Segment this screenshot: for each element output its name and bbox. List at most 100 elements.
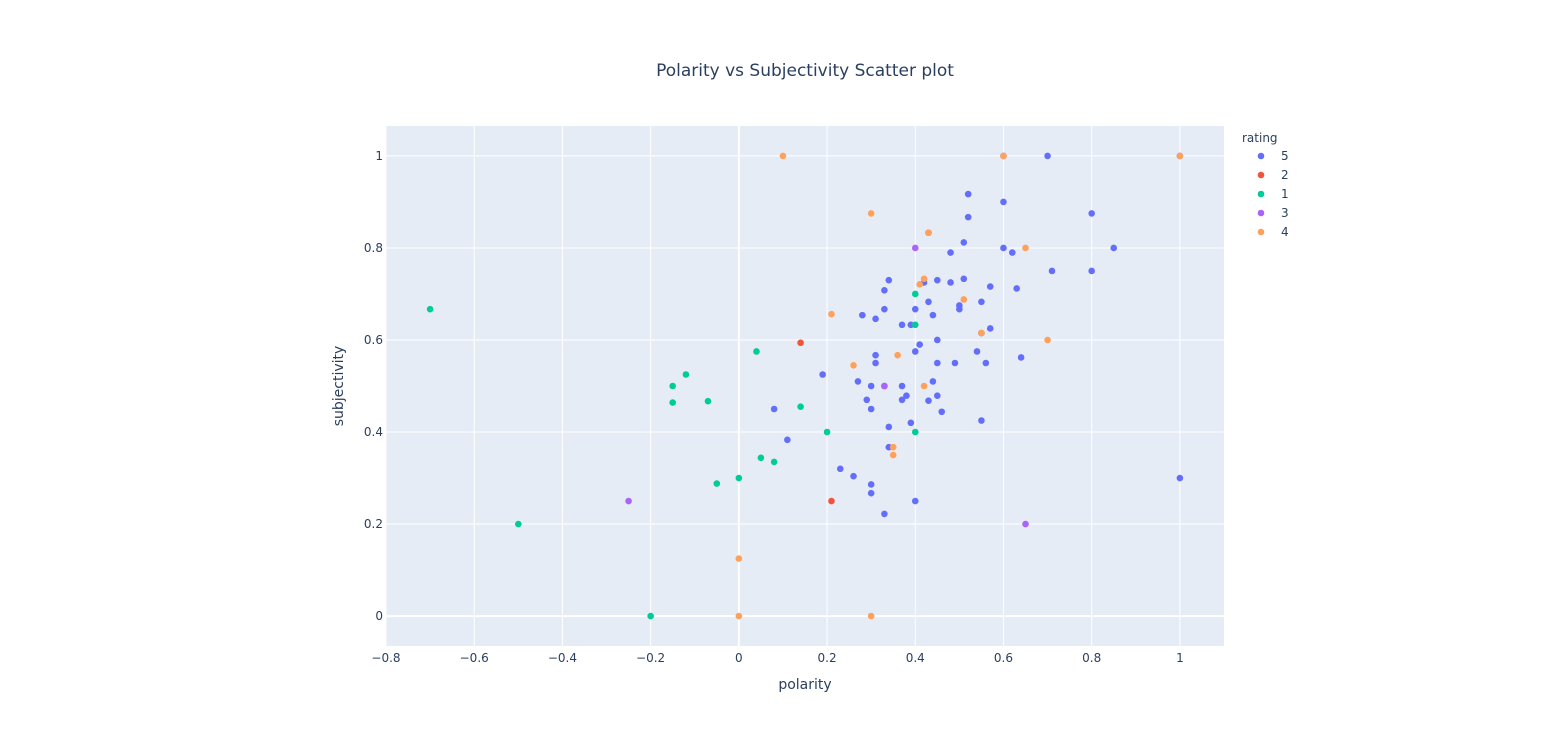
x-axis-label: polarity [778,677,831,693]
data-point-rating-1 [426,305,434,313]
data-point-rating-4 [960,296,968,303]
data-point-rating-1 [911,321,919,329]
data-point-rating-4 [920,382,928,390]
data-point-rating-5 [863,396,871,404]
data-point-rating-5 [867,382,875,390]
y-tick-label: 1 [375,149,383,163]
data-point-rating-5 [947,249,954,256]
legend-item-1[interactable]: 1 [1257,187,1289,201]
data-point-rating-5 [934,359,941,367]
data-point-rating-5 [934,336,941,344]
data-point-rating-4 [894,351,901,359]
data-point-rating-4 [828,310,835,318]
data-point-rating-5 [978,417,985,424]
legend-label: 2 [1281,168,1289,182]
data-point-rating-4 [889,443,897,451]
legend-title: rating [1242,131,1278,145]
y-axis-ticks: 0 0.2 0.4 0.6 0.8 1 [364,149,383,623]
data-point-rating-5 [784,436,791,444]
data-point-rating-5 [885,276,893,284]
legend-marker-icon [1257,209,1265,217]
data-point-rating-1 [757,454,765,462]
data-point-rating-4 [735,555,743,562]
data-point-rating-5 [929,311,937,319]
data-point-rating-4 [1176,152,1184,160]
x-tick-label: −0.8 [371,651,400,665]
data-point-rating-5 [911,305,919,313]
data-point-rating-1 [515,520,522,528]
data-point-rating-5 [819,371,826,378]
data-point-rating-5 [960,275,968,283]
x-tick-label: 0.8 [1082,651,1101,665]
legend-item-4[interactable]: 4 [1257,225,1289,239]
data-point-rating-5 [885,423,893,431]
x-tick-label: 1 [1176,651,1184,665]
data-point-rating-1 [647,612,654,620]
data-point-rating-5 [978,298,985,306]
data-point-rating-5 [1110,244,1118,252]
data-point-rating-5 [881,510,888,518]
data-point-rating-5 [925,298,932,306]
data-point-rating-5 [867,489,875,497]
data-point-rating-5 [1017,354,1025,361]
data-point-rating-5 [872,315,879,323]
data-point-rating-5 [938,408,946,416]
y-tick-label: 0 [375,609,383,623]
data-point-rating-1 [735,474,743,482]
data-point-rating-4 [779,152,787,160]
data-point-rating-1 [669,399,676,406]
data-point-rating-5 [872,359,879,367]
x-tick-label: 0.4 [906,651,925,665]
x-tick-label: −0.2 [636,651,665,665]
data-point-rating-4 [889,451,897,459]
data-point-rating-4 [1044,336,1051,344]
legend-label: 5 [1281,149,1289,163]
data-point-rating-5 [1000,244,1007,252]
data-point-rating-5 [1088,267,1095,275]
data-point-rating-1 [797,403,804,411]
data-point-rating-3 [881,382,888,390]
legend-item-2[interactable]: 2 [1257,168,1289,182]
data-point-rating-4 [1000,152,1007,160]
data-point-rating-5 [973,348,981,355]
legend: rating 5 2 1 3 4 [1242,131,1289,239]
data-point-rating-5 [903,392,910,399]
y-tick-label: 0.4 [364,425,383,439]
data-point-rating-2 [828,497,835,505]
legend-item-5[interactable]: 5 [1257,149,1289,163]
data-points [426,152,1184,620]
grid [385,126,1224,646]
legend-item-3[interactable]: 3 [1257,206,1289,220]
data-point-rating-1 [770,458,778,466]
data-point-rating-5 [898,382,906,390]
data-point-rating-4 [735,612,743,620]
data-point-rating-5 [1044,152,1051,160]
data-point-rating-4 [1022,244,1029,252]
data-point-rating-5 [934,392,941,399]
legend-label: 1 [1281,187,1289,201]
y-tick-label: 0.6 [364,333,383,347]
legend-marker-icon [1257,171,1265,179]
legend-marker-icon [1257,190,1265,198]
x-tick-label: −0.6 [460,651,489,665]
data-point-rating-1 [682,371,690,378]
data-point-rating-3 [911,244,919,252]
data-point-rating-1 [713,480,721,487]
data-point-rating-4 [925,229,932,237]
data-point-rating-5 [960,239,968,246]
data-point-rating-4 [850,361,857,369]
data-point-rating-5 [911,348,919,355]
data-point-rating-5 [867,481,875,488]
data-point-rating-5 [964,213,972,221]
data-point-rating-5 [1013,285,1021,292]
data-point-rating-5 [986,283,994,290]
data-point-rating-5 [1048,267,1056,275]
data-point-rating-3 [625,497,632,505]
data-point-rating-5 [907,419,915,427]
data-point-rating-5 [916,341,923,348]
data-point-rating-5 [898,321,906,329]
data-point-rating-5 [770,405,778,413]
data-point-rating-4 [920,275,928,283]
data-point-rating-4 [916,281,923,288]
x-tick-label: −0.4 [548,651,577,665]
